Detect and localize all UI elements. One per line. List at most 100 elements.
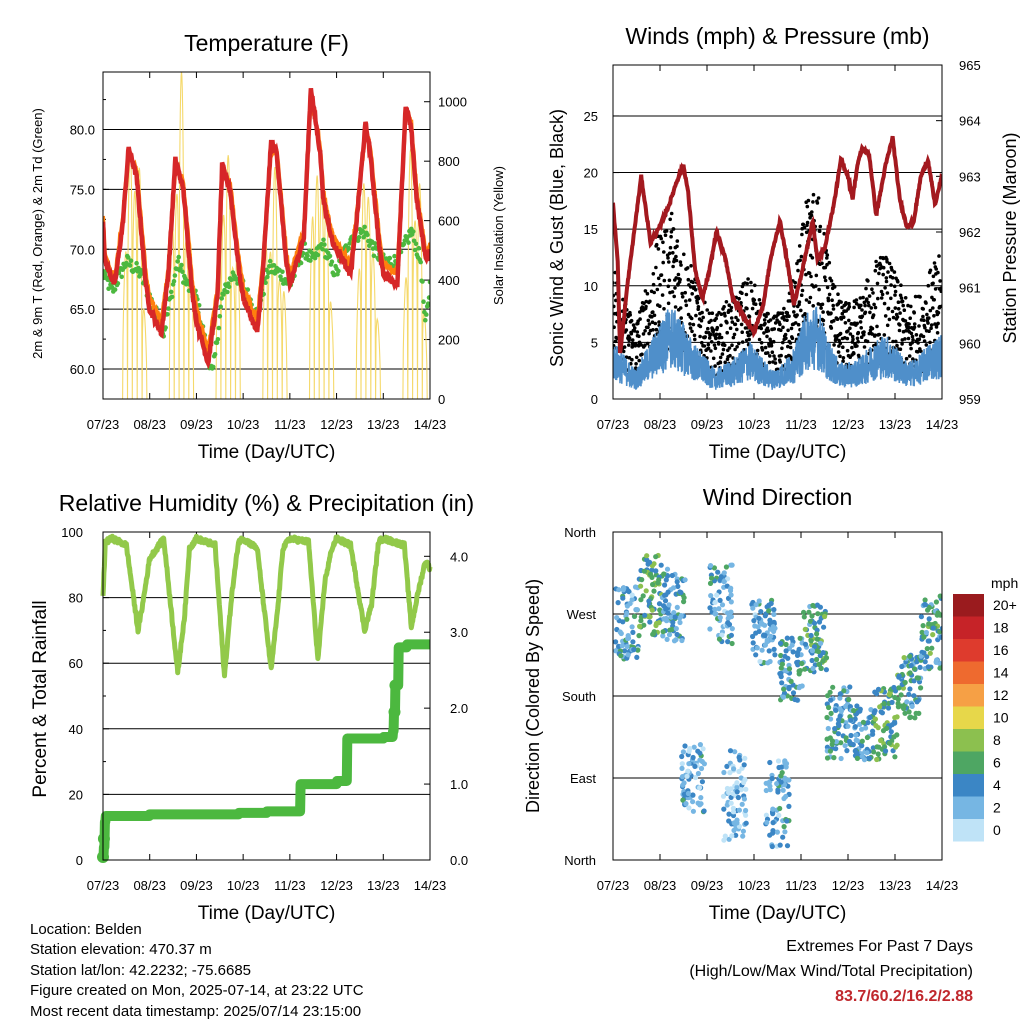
- gust-point: [661, 240, 665, 245]
- gust-point: [643, 329, 647, 333]
- gust-point: [852, 351, 856, 356]
- gust-point: [902, 308, 907, 313]
- gust-point: [715, 325, 720, 330]
- direction-point: [786, 686, 792, 692]
- dewpoint-point: [168, 289, 174, 295]
- direction-point: [794, 650, 801, 656]
- gust-point: [699, 318, 704, 323]
- gust-point: [762, 318, 767, 322]
- direction-point: [845, 723, 851, 729]
- x-tick-label: 09/23: [180, 878, 213, 893]
- direction-point: [634, 607, 640, 613]
- gust-point: [674, 276, 678, 280]
- gust-point: [740, 330, 744, 335]
- gust-point: [672, 294, 676, 299]
- gust-point: [781, 314, 786, 319]
- gust-point: [910, 341, 914, 345]
- gust-point: [694, 313, 698, 318]
- dewpoint-point: [217, 313, 223, 319]
- gust-point: [667, 260, 671, 264]
- gust-point: [673, 305, 678, 309]
- chart-title: Winds (mph) & Pressure (mb): [625, 23, 929, 49]
- direction-point: [682, 577, 688, 583]
- direction-point: [649, 607, 655, 613]
- dewpoint-point: [424, 312, 429, 317]
- gust-point: [675, 239, 680, 243]
- direction-point: [896, 673, 902, 679]
- direction-point: [875, 725, 881, 731]
- direction-point: [827, 748, 834, 754]
- gust-point: [662, 307, 666, 311]
- x-tick-label: 12/23: [320, 417, 353, 432]
- direction-point: [786, 777, 792, 783]
- gust-point: [645, 291, 650, 296]
- direction-point: [782, 653, 788, 659]
- chart-title: Relative Humidity (%) & Precipitation (i…: [59, 490, 474, 516]
- direction-point: [925, 638, 931, 644]
- dewpoint-point: [329, 259, 335, 265]
- direction-point: [681, 595, 687, 601]
- direction-point: [641, 568, 648, 574]
- gust-point: [860, 308, 864, 312]
- gust-point: [937, 254, 941, 258]
- dewpoint-point: [356, 235, 362, 240]
- direction-point: [728, 800, 734, 806]
- direction-point: [672, 614, 678, 620]
- gust-point: [917, 337, 922, 342]
- gust-point: [862, 345, 867, 349]
- gust-point: [938, 279, 942, 283]
- direction-point: [802, 666, 808, 672]
- gust-point: [719, 312, 724, 317]
- gust-point: [658, 304, 662, 309]
- gust-point: [748, 333, 752, 337]
- gust-point: [717, 332, 722, 337]
- gust-point: [675, 244, 679, 249]
- gust-point: [924, 301, 928, 305]
- colorbar-label: 0: [993, 822, 1001, 838]
- direction-point: [687, 746, 693, 752]
- direction-point: [647, 619, 653, 625]
- dewpoint-point: [347, 241, 353, 246]
- x-tick-label: 08/23: [133, 878, 166, 893]
- gust-point: [830, 298, 834, 303]
- gust-point: [809, 213, 814, 218]
- gust-point: [667, 278, 672, 283]
- gust-point: [698, 324, 703, 329]
- direction-point: [729, 626, 735, 632]
- direction-point: [775, 787, 781, 793]
- direction-point: [733, 832, 739, 838]
- gust-point: [939, 289, 942, 293]
- gust-point: [869, 306, 874, 310]
- direction-point: [877, 704, 883, 710]
- gust-point: [707, 336, 712, 340]
- gust-point: [809, 274, 813, 279]
- direction-point: [731, 766, 737, 772]
- dewpoint-point: [212, 352, 218, 357]
- direction-point: [788, 678, 794, 685]
- gust-point: [885, 323, 890, 328]
- direction-point: [640, 593, 646, 599]
- direction-point: [641, 622, 647, 628]
- direction-point: [762, 642, 769, 648]
- direction-point: [921, 634, 927, 640]
- gust-point: [773, 357, 777, 361]
- direction-point: [719, 632, 725, 638]
- direction-point: [614, 615, 620, 621]
- gust-point: [936, 321, 940, 326]
- direction-point: [732, 749, 738, 755]
- gust-point: [837, 344, 841, 348]
- x-tick-label: 10/23: [738, 878, 771, 893]
- colorbar-swatch: [953, 661, 984, 684]
- direction-point: [726, 621, 733, 628]
- direction-point: [715, 569, 721, 575]
- direction-point: [790, 649, 796, 655]
- direction-point: [872, 708, 878, 714]
- direction-point: [924, 654, 930, 660]
- dewpoint-point: [229, 277, 235, 282]
- gust-point: [921, 314, 925, 319]
- dewpoint-point: [169, 294, 175, 300]
- gust-point: [700, 340, 704, 345]
- direction-point: [810, 602, 816, 609]
- gust-point: [718, 355, 723, 360]
- gust-point: [858, 296, 863, 300]
